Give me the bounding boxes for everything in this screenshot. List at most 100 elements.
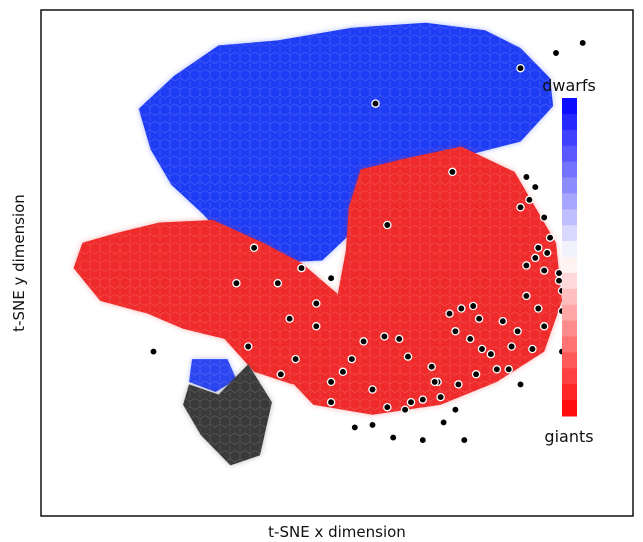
highlighted-point: [522, 172, 531, 182]
highlighted-point: [383, 402, 392, 412]
highlighted-point: [551, 48, 561, 58]
highlighted-point: [368, 385, 377, 394]
colorbar-segment: [562, 161, 577, 178]
highlighted-point: [249, 243, 259, 253]
highlighted-point: [243, 342, 253, 351]
highlighted-point: [448, 167, 457, 177]
highlighted-point: [486, 349, 496, 359]
highlighted-point: [474, 314, 484, 323]
colorbar-top-label: dwarfs: [542, 76, 596, 95]
highlighted-point: [507, 342, 516, 351]
highlighted-point: [406, 397, 416, 407]
highlighted-point: [513, 327, 522, 336]
highlighted-point: [368, 420, 377, 430]
colorbar-segment: [562, 145, 577, 163]
region-hex-texture-dwarfs-small: [189, 359, 237, 392]
highlighted-point: [418, 435, 428, 445]
highlighted-point: [273, 278, 283, 288]
highlighted-point: [522, 291, 531, 301]
highlighted-point: [451, 327, 460, 336]
highlighted-point: [468, 301, 478, 311]
highlighted-point: [350, 423, 360, 432]
highlighted-point: [400, 405, 410, 414]
highlighted-point: [445, 309, 454, 318]
highlighted-point: [504, 365, 513, 374]
colorbar-segment: [562, 336, 577, 353]
highlighted-point: [380, 332, 389, 341]
colorbar-segment: [562, 113, 577, 131]
highlighted-point: [338, 367, 348, 377]
colorbar-segment: [562, 272, 577, 290]
highlighted-point: [516, 380, 525, 389]
highlighted-point: [545, 233, 555, 242]
highlighted-point: [388, 433, 398, 442]
highlighted-point: [539, 266, 549, 275]
highlighted-point: [430, 377, 439, 387]
highlighted-point: [285, 314, 294, 323]
highlighted-point: [418, 395, 428, 404]
highlighted-point: [516, 63, 525, 73]
highlighted-point: [498, 316, 508, 326]
region-hex-texture-mixed-dark-bottom: [183, 364, 272, 466]
colorbar-bottom-label: giants: [544, 427, 593, 446]
highlighted-point: [326, 273, 336, 283]
colorbar-segment: [562, 400, 577, 417]
highlighted-point: [457, 304, 466, 313]
colorbar-segment: [562, 368, 577, 385]
highlighted-point: [465, 334, 475, 344]
colorbar-segment: [562, 177, 577, 194]
highlighted-point: [427, 362, 436, 371]
highlighted-point: [326, 397, 336, 407]
highlighted-point: [359, 337, 368, 346]
highlighted-point: [276, 370, 286, 379]
highlighted-point: [451, 405, 460, 414]
highlighted-point: [528, 344, 537, 354]
highlighted-point: [539, 213, 549, 222]
colorbar-segment: [562, 129, 577, 147]
highlighted-point: [477, 344, 487, 354]
highlighted-point: [539, 322, 549, 331]
highlighted-point: [531, 182, 540, 192]
region-hex-texture-giants-right: [286, 146, 562, 415]
highlighted-point: [371, 99, 380, 108]
plot-frame: [40, 9, 634, 517]
highlighted-point: [436, 392, 445, 402]
highlighted-point: [403, 352, 413, 361]
highlighted-point: [525, 195, 534, 205]
highlighted-point: [291, 354, 300, 364]
colorbar-segment: [562, 320, 577, 337]
colorbar-segment: [562, 209, 577, 226]
highlighted-point: [394, 334, 404, 344]
highlighted-point: [554, 276, 564, 285]
highlighted-point: [439, 418, 448, 427]
highlighted-points: [149, 38, 587, 445]
colorbar-segment: [562, 304, 577, 322]
x-axis-label: t-SNE x dimension: [268, 523, 406, 541]
colorbar-segment: [562, 384, 577, 401]
highlighted-point: [149, 347, 158, 356]
highlighted-point: [471, 370, 481, 379]
highlighted-point: [326, 377, 336, 387]
highlighted-point: [297, 263, 306, 273]
highlighted-point: [383, 220, 392, 230]
colorbar-segment: [562, 98, 577, 115]
highlighted-point: [534, 304, 543, 313]
highlighted-point: [312, 322, 321, 331]
highlighted-point: [312, 299, 321, 308]
highlighted-point: [554, 268, 564, 278]
highlighted-point: [492, 365, 502, 374]
region-hex-texture-giants-left: [73, 220, 346, 385]
highlighted-point: [232, 278, 241, 288]
highlighted-point: [531, 253, 540, 263]
highlighted-point: [534, 243, 543, 253]
colorbar-segment: [562, 257, 577, 274]
highlighted-point: [522, 261, 531, 270]
highlighted-point: [578, 38, 587, 48]
highlighted-point: [454, 380, 463, 389]
colorbar-segment: [562, 193, 577, 210]
highlighted-point: [516, 203, 525, 212]
region-hex-texture-dwarfs: [138, 22, 554, 264]
colorbar-segment: [562, 241, 577, 258]
highlighted-point: [460, 435, 469, 445]
hexbin-regions: [73, 22, 562, 466]
